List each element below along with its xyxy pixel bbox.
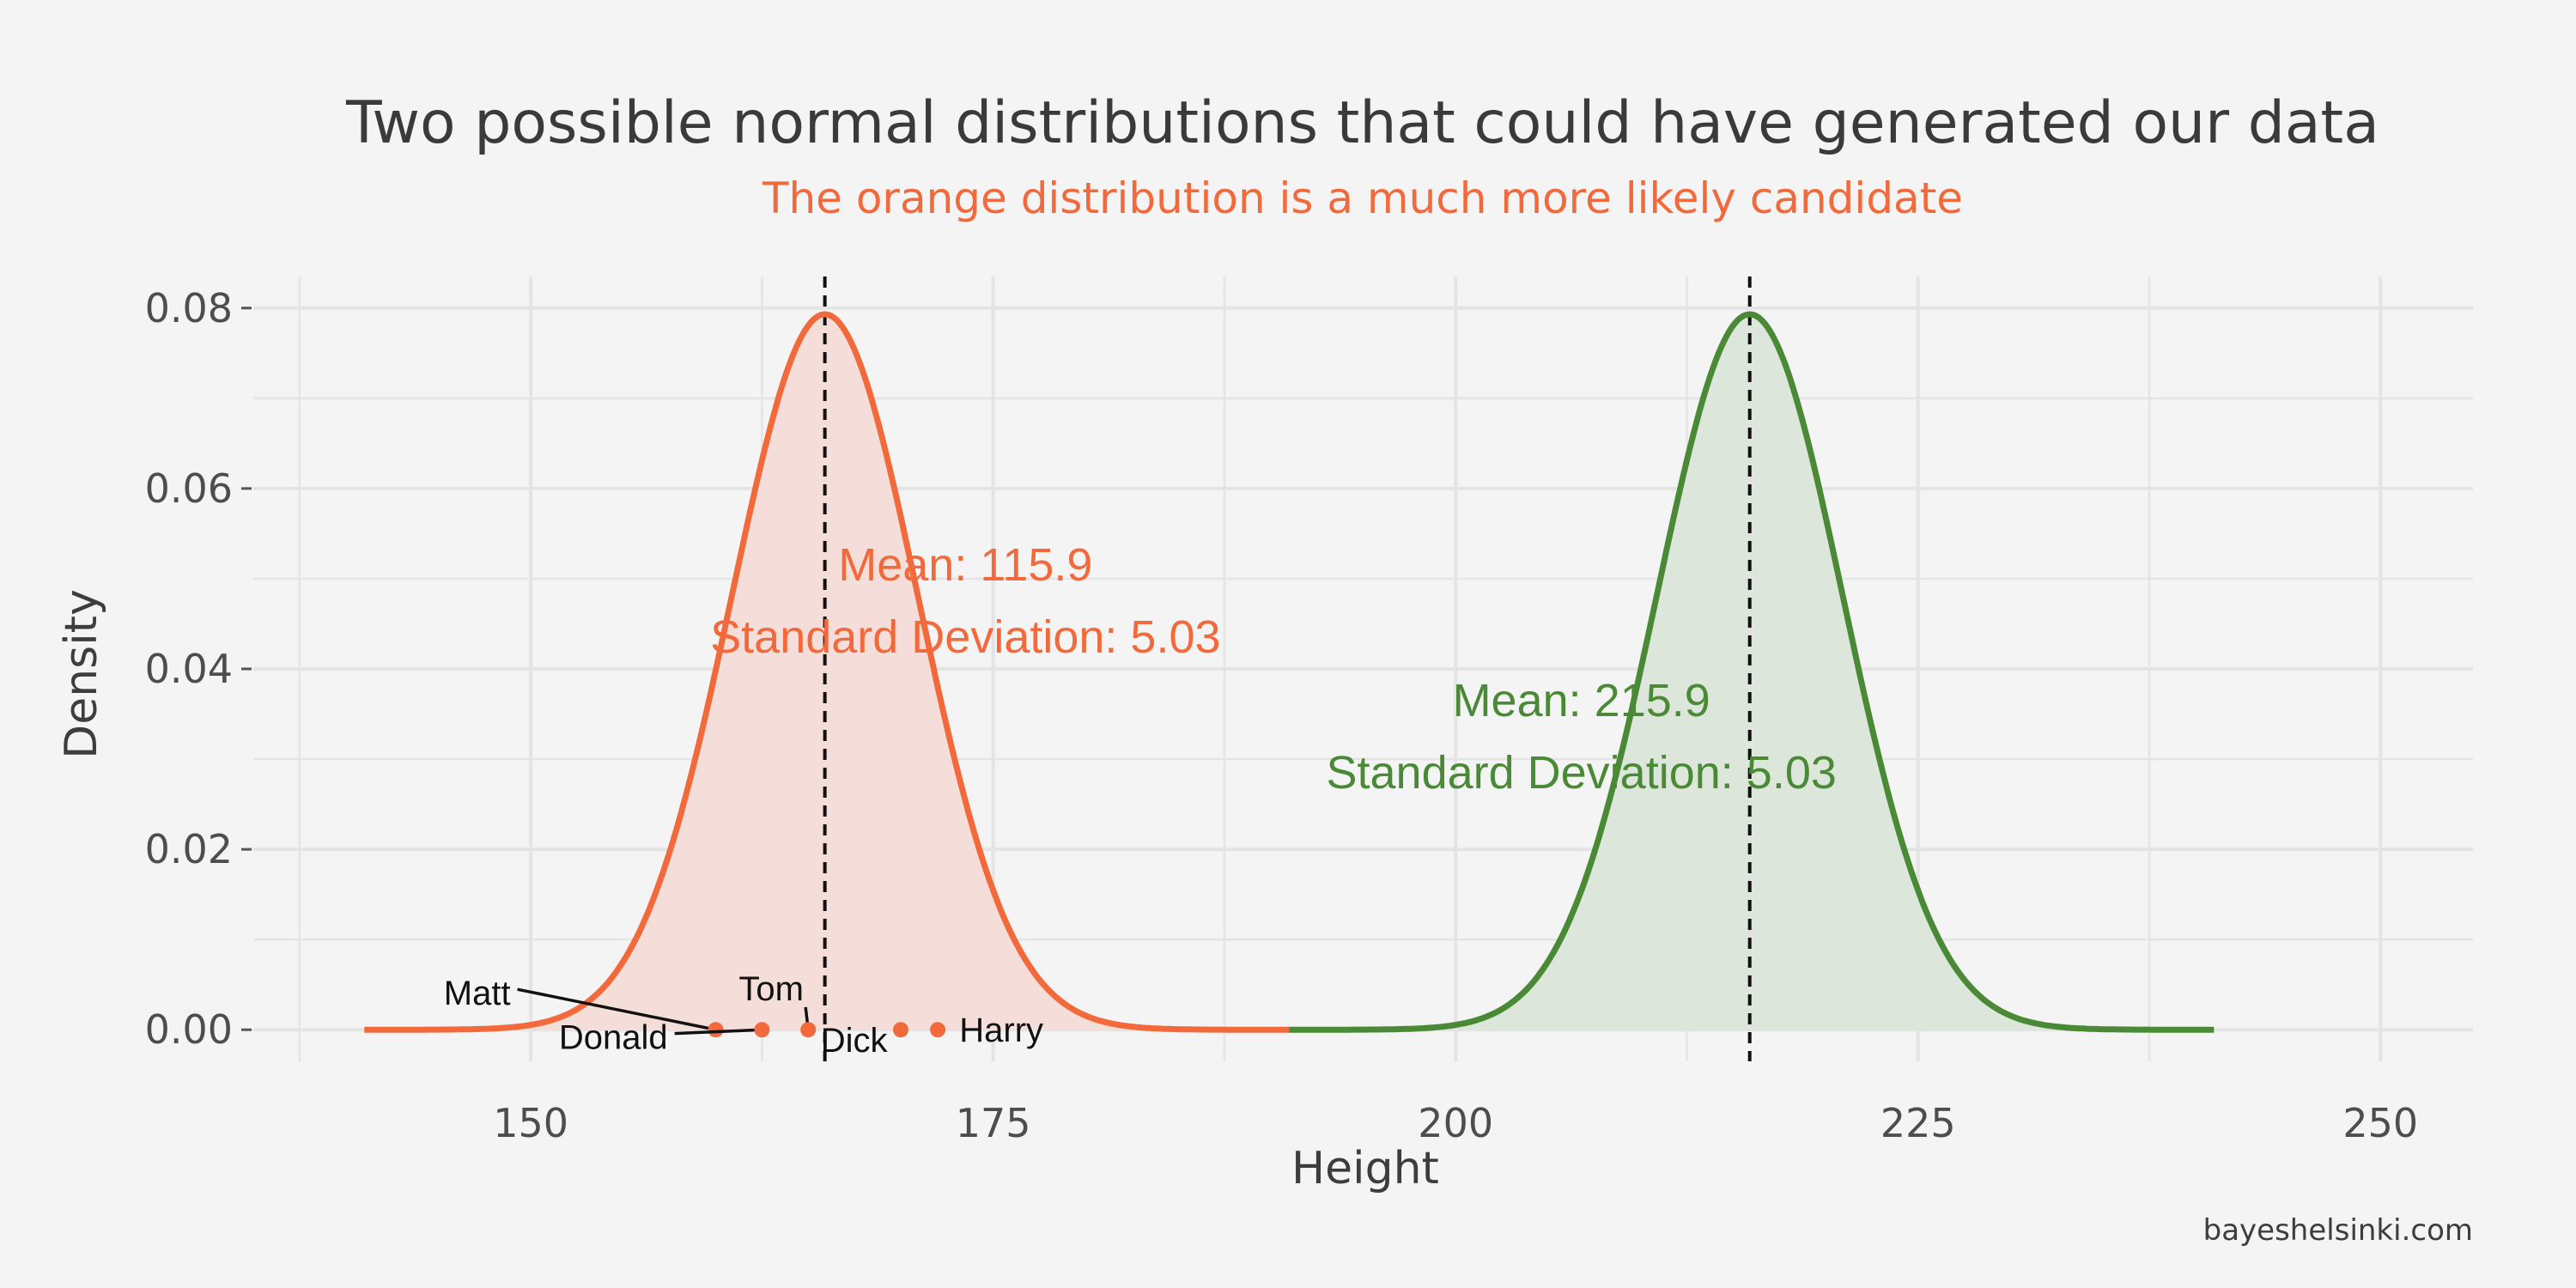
orange-mean-label: Mean: 115.9 — [838, 539, 1092, 591]
point-leader-line — [674, 1028, 762, 1036]
point-leader-line — [517, 987, 716, 1031]
y-tick-label: 0.00 — [145, 1006, 233, 1053]
y-tick-label: 0.02 — [145, 826, 233, 872]
green-sd-label: Standard Deviation: 5.03 — [1326, 747, 1836, 799]
y-axis-label: Density — [56, 589, 107, 759]
data-point-label: Dick — [821, 1022, 889, 1060]
x-tick-label: 200 — [1418, 1100, 1493, 1146]
chart-subtitle: The orange distribution is a much more l… — [762, 173, 1963, 223]
annotations: Mean: 115.9 Standard Deviation: 5.03 Mean:… — [710, 539, 1837, 799]
y-tick-label: 0.04 — [145, 646, 233, 692]
data-point-label: Donald — [559, 1019, 668, 1057]
green-density-fill — [1289, 314, 2215, 1030]
x-tick-label: 250 — [2342, 1100, 2418, 1146]
data-point-label: Matt — [444, 975, 511, 1012]
x-tick-label: 225 — [1880, 1100, 1956, 1146]
chart-title: Two possible normal distributions that c… — [345, 89, 2379, 157]
data-point — [754, 1022, 770, 1038]
data-point-label: Harry — [959, 1012, 1043, 1049]
data-point — [708, 1022, 724, 1038]
x-tick-label: 175 — [956, 1100, 1031, 1146]
green-density-curve — [1288, 311, 2215, 1033]
orange-density-curve — [363, 311, 1291, 1033]
data-points: Matt Donald Tom Dick Harry — [444, 970, 1043, 1060]
data-point — [930, 1022, 946, 1038]
density-fills — [364, 314, 2215, 1030]
caption: bayeshelsinki.com — [2203, 1213, 2473, 1248]
orange-density-fill — [364, 314, 1290, 1030]
axes: 150 175 200 225 250 0.00 0.02 0.04 0.06 0.08 — [145, 285, 2419, 1146]
data-point-label: Tom — [738, 970, 804, 1008]
y-tick-label: 0.06 — [145, 465, 233, 512]
x-tick-label: 150 — [493, 1100, 568, 1146]
data-point — [892, 1022, 908, 1038]
y-tick-label: 0.08 — [145, 285, 233, 331]
density-curves — [363, 311, 2215, 1033]
green-mean-label: Mean: 215.9 — [1453, 675, 1710, 726]
orange-sd-label: Standard Deviation: 5.03 — [710, 611, 1220, 663]
x-axis-label: Height — [1291, 1143, 1439, 1194]
data-point — [800, 1022, 817, 1038]
